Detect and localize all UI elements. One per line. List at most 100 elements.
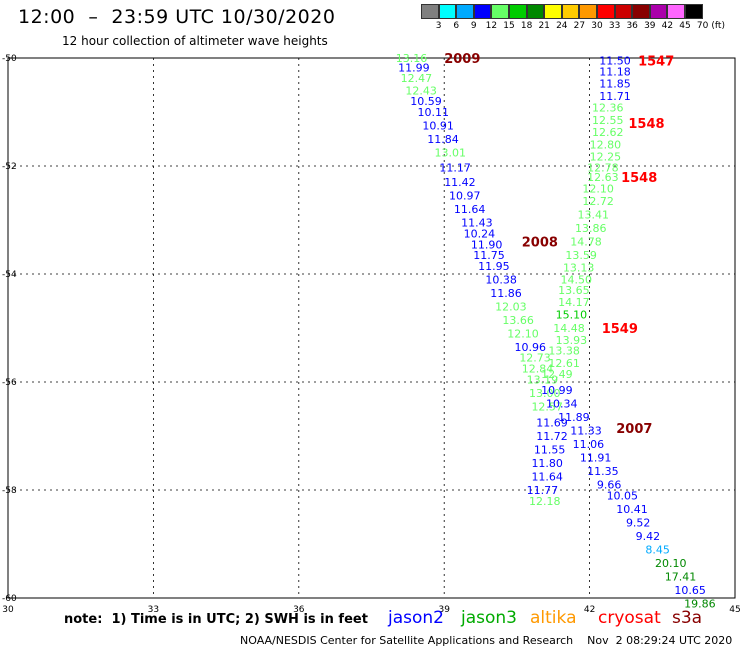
wave-height-value: 12.62	[592, 126, 624, 139]
wave-height-value: 11.64	[531, 471, 563, 484]
scale-swatch	[438, 4, 457, 19]
wave-height-value: 12.18	[529, 495, 561, 508]
wave-height-value: 12.84	[522, 363, 554, 376]
color-scale: 3 6 9 12 15 18 21 24 27 30 33 36 39 42 45 70 (ft)	[421, 4, 725, 33]
scale-label: 70	[696, 21, 709, 31]
y-tick-label: -52	[2, 162, 17, 172]
wave-height-value: 11.33	[570, 425, 602, 438]
map-frame	[7, 57, 736, 599]
footer-note: note: 1) Time is in UTC; 2) SWH is in fe…	[64, 612, 368, 627]
scale-label: (ft)	[711, 21, 725, 31]
track-time-label: 2008	[522, 236, 558, 251]
wave-height-value: 12.80	[590, 138, 622, 151]
scale-label: 12	[485, 21, 498, 31]
x-tick-label: 33	[148, 605, 159, 615]
wave-height-value: 14.78	[570, 236, 602, 249]
scale-swatch	[526, 4, 545, 19]
scale-label: 3	[435, 21, 442, 31]
wave-height-value: 10.65	[674, 584, 706, 597]
scale-swatch	[632, 4, 650, 19]
wave-height-value: 11.89	[558, 411, 590, 424]
wave-height-value: 11.95	[478, 260, 510, 273]
wave-height-value: 11.69	[536, 417, 568, 430]
scale-swatch	[596, 4, 615, 19]
wave-height-value: 13.86	[575, 222, 607, 235]
scale-swatch	[456, 4, 474, 19]
wave-height-value: 12.10	[582, 183, 614, 196]
scale-label: 27	[573, 21, 586, 31]
scale-label: 21	[538, 21, 550, 31]
scale-swatch	[667, 4, 685, 19]
wave-height-value: 8.45	[645, 543, 670, 556]
wave-height-value: 12.47	[401, 72, 433, 85]
wave-height-value: 14.48	[553, 322, 585, 335]
wave-height-value: 12.10	[507, 327, 539, 340]
scale-label: 42	[661, 21, 674, 31]
wave-height-value: 12.78	[587, 162, 619, 175]
track-time-label: 2009	[444, 52, 480, 67]
wave-height-value: 12.63	[587, 171, 619, 184]
scale-swatch	[491, 4, 509, 19]
wave-height-value: 11.35	[587, 465, 619, 478]
scale-label: 39	[644, 21, 656, 31]
scale-label: 6	[453, 21, 460, 31]
scale-swatch	[473, 4, 492, 19]
y-tick-label: -50	[2, 54, 17, 64]
wave-height-value: 10.11	[418, 106, 450, 119]
wave-height-value: 12.57	[531, 400, 563, 413]
wave-height-value: 13.93	[556, 334, 588, 347]
color-scale-boxes	[421, 4, 703, 19]
wave-height-value: 11.64	[454, 203, 486, 216]
scale-swatch	[579, 4, 597, 19]
legend-s3a: s3a	[672, 608, 703, 628]
scale-swatch	[544, 4, 562, 19]
wave-height-value: 11.18	[599, 66, 631, 79]
wave-height-value: 10.97	[449, 190, 481, 203]
scale-swatch	[421, 4, 439, 19]
legend-cryosat: cryosat	[598, 608, 661, 628]
y-tick-label: -56	[2, 378, 17, 388]
wave-height-value: 10.96	[514, 341, 546, 354]
wave-height-value: 10.99	[541, 384, 573, 397]
wave-height-value: 9.52	[626, 516, 651, 529]
wave-height-value: 9.66	[597, 479, 622, 492]
scale-label: 45	[679, 21, 691, 31]
wave-height-value: 12.49	[541, 368, 573, 381]
wave-height-value: 12.36	[592, 102, 624, 115]
legend-jason3: jason3	[461, 608, 517, 628]
wave-height-value: 11.90	[471, 238, 503, 251]
page-title: 12:00 – 23:59 UTC 10/30/2020	[18, 6, 336, 28]
wave-height-value: 12.73	[519, 352, 551, 365]
wave-height-value: 13.01	[435, 147, 467, 160]
wave-height-value: 11.77	[527, 484, 559, 497]
x-tick-label: 39	[438, 605, 450, 615]
wave-height-value: 15.10	[556, 309, 588, 322]
wave-height-value: 13.19	[527, 373, 559, 386]
wave-height-value: 19.86	[684, 597, 716, 610]
x-tick-label: 30	[2, 605, 14, 615]
wave-height-value: 12.25	[590, 150, 622, 163]
wave-height-value: 11.99	[398, 62, 430, 75]
x-tick-label: 45	[729, 605, 740, 615]
wave-height-value: 11.71	[599, 90, 631, 103]
wave-height-value: 13.66	[502, 314, 534, 327]
wave-height-value: 11.55	[534, 444, 566, 457]
wave-height-value: 13.16	[396, 52, 428, 65]
wave-height-value: 9.42	[636, 530, 661, 543]
x-tick-label: 36	[293, 605, 305, 615]
wave-height-value: 14.17	[558, 296, 590, 309]
track-time-label: 1548	[628, 117, 664, 132]
x-tick-label: 42	[584, 605, 595, 615]
scale-label: 24	[556, 21, 568, 31]
wave-height-value: 11.91	[580, 452, 612, 465]
wave-height-value: 13.59	[565, 249, 597, 262]
scale-label: 15	[503, 21, 515, 31]
wave-height-value: 13.13	[563, 262, 595, 275]
wave-height-value: 11.06	[573, 438, 605, 451]
wave-height-value: 13.41	[577, 209, 609, 222]
wave-height-value: 20.10	[655, 557, 687, 570]
scale-label: 30	[591, 21, 603, 31]
scale-swatch	[508, 4, 527, 19]
wave-height-value: 13.38	[548, 345, 580, 358]
scale-label: 9	[470, 21, 477, 31]
